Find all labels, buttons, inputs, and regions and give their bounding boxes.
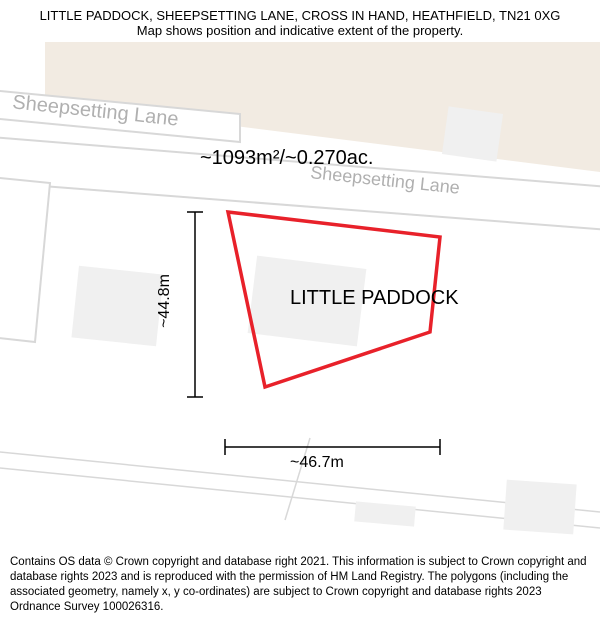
property-name-label: LITTLE PADDOCK	[290, 287, 459, 310]
copyright-footer: Contains OS data © Crown copyright and d…	[0, 549, 600, 625]
map-subtitle: Map shows position and indicative extent…	[20, 23, 580, 38]
map-canvas: Sheepsetting Lane Sheepsetting Lane ~109…	[0, 42, 600, 537]
area-measurement: ~1093m²/~0.270ac.	[200, 147, 373, 170]
map-header: LITTLE PADDOCK, SHEEPSETTING LANE, CROSS…	[0, 0, 600, 42]
width-dimension-label: ~46.7m	[290, 454, 344, 472]
height-dimension-label: ~44.8m	[156, 274, 174, 328]
map-title: LITTLE PADDOCK, SHEEPSETTING LANE, CROSS…	[20, 8, 580, 23]
